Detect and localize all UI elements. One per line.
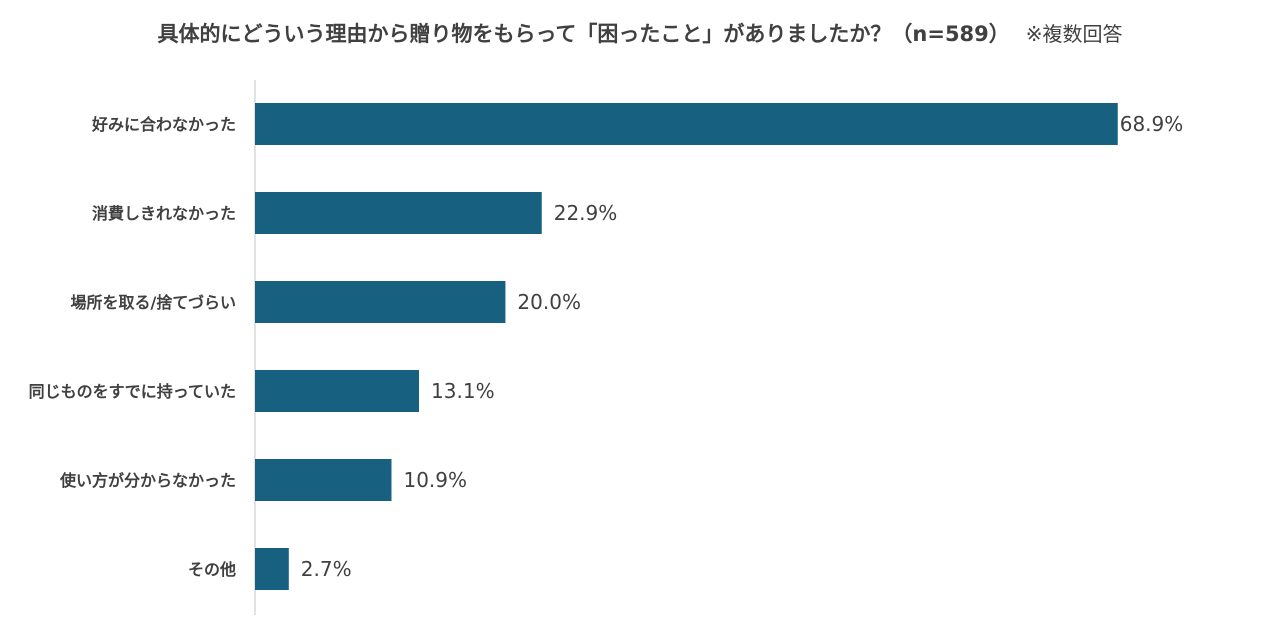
value-label: 68.9%	[1120, 112, 1184, 136]
category-label: その他	[188, 560, 236, 579]
category-label: 場所を取る/捨てづらい	[70, 293, 236, 312]
category-label: 消費しきれなかった	[92, 204, 236, 223]
bar	[255, 370, 420, 412]
value-label: 20.0%	[517, 290, 581, 314]
chart-note: ※複数回答	[1025, 22, 1123, 46]
value-label: 10.9%	[403, 468, 467, 492]
chart-title-row: 具体的にどういう理由から贈り物をもらって「困ったこと」がありましたか？（n=58…	[0, 18, 1280, 48]
bar	[255, 192, 542, 234]
bar	[255, 459, 392, 501]
category-label: 使い方が分からなかった	[59, 471, 236, 490]
value-label: 22.9%	[554, 201, 618, 225]
value-label: 2.7%	[301, 557, 352, 581]
bar	[255, 281, 506, 323]
bar	[255, 548, 289, 590]
value-label: 13.1%	[431, 379, 495, 403]
category-label: 同じものをすでに持っていた	[29, 382, 236, 401]
bar	[255, 103, 1118, 145]
chart-title: 具体的にどういう理由から贈り物をもらって「困ったこと」がありましたか？（n=58…	[157, 22, 1010, 46]
category-label: 好みに合わなかった	[91, 115, 236, 134]
